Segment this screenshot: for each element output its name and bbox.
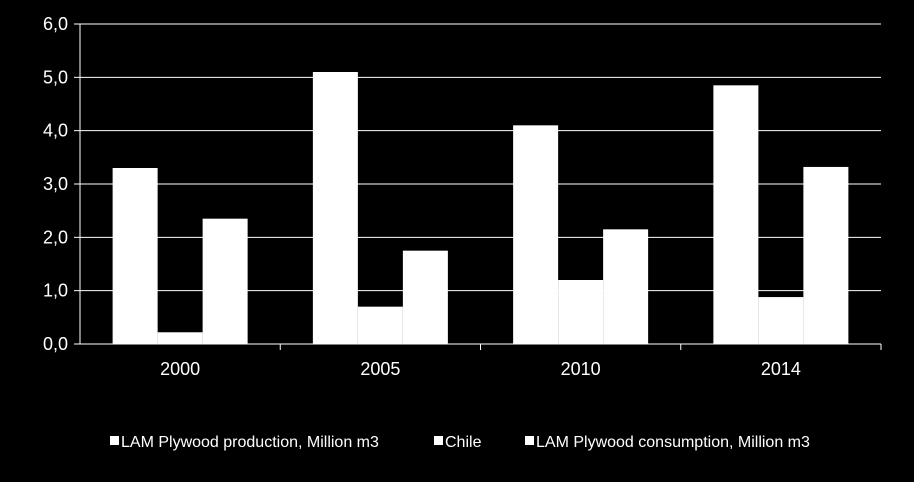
bar-2014-series-1: [713, 85, 759, 344]
x-tick-label: 2014: [761, 359, 801, 379]
bar-2000-series-3: [202, 218, 248, 344]
legend-swatch: [110, 436, 119, 445]
bar-2010-series-2: [558, 280, 604, 344]
y-tick-label: 3,0: [43, 174, 68, 194]
y-tick-label: 6,0: [43, 14, 68, 34]
bar-2005-series-1: [312, 72, 358, 344]
bar-2010-series-1: [513, 125, 559, 344]
bar-2014-series-2: [758, 297, 804, 344]
bar-2000-series-1: [112, 168, 158, 344]
legend-label: Chile: [445, 434, 482, 451]
y-tick-label: 0,0: [43, 334, 68, 354]
legend-label: LAM Plywood production, Million m3: [121, 434, 379, 451]
bar-2005-series-2: [357, 306, 403, 344]
y-tick-label: 2,0: [43, 227, 68, 247]
y-tick-label: 1,0: [43, 281, 68, 301]
x-tick-label: 2010: [561, 359, 601, 379]
axes: 0,0 1,0 2,0 3,0 4,0 5,0 6,0 2000 2005 2010 2014: [43, 14, 882, 379]
legend: LAM Plywood production, Million m3 Chile L…: [110, 434, 810, 451]
legend-label: LAM Plywood consumption, Million m3: [536, 434, 810, 451]
x-tick-label: 2000: [160, 359, 200, 379]
legend-swatch: [525, 436, 534, 445]
bars: [112, 72, 849, 344]
y-tick-label: 4,0: [43, 121, 68, 141]
bar-2005-series-3: [402, 250, 448, 344]
bar-2010-series-3: [603, 229, 649, 344]
bar-2014-series-3: [803, 166, 849, 344]
x-tick-label: 2005: [360, 359, 400, 379]
legend-swatch: [434, 436, 443, 445]
bar-2000-series-2: [157, 332, 203, 344]
y-tick-label: 5,0: [43, 67, 68, 87]
